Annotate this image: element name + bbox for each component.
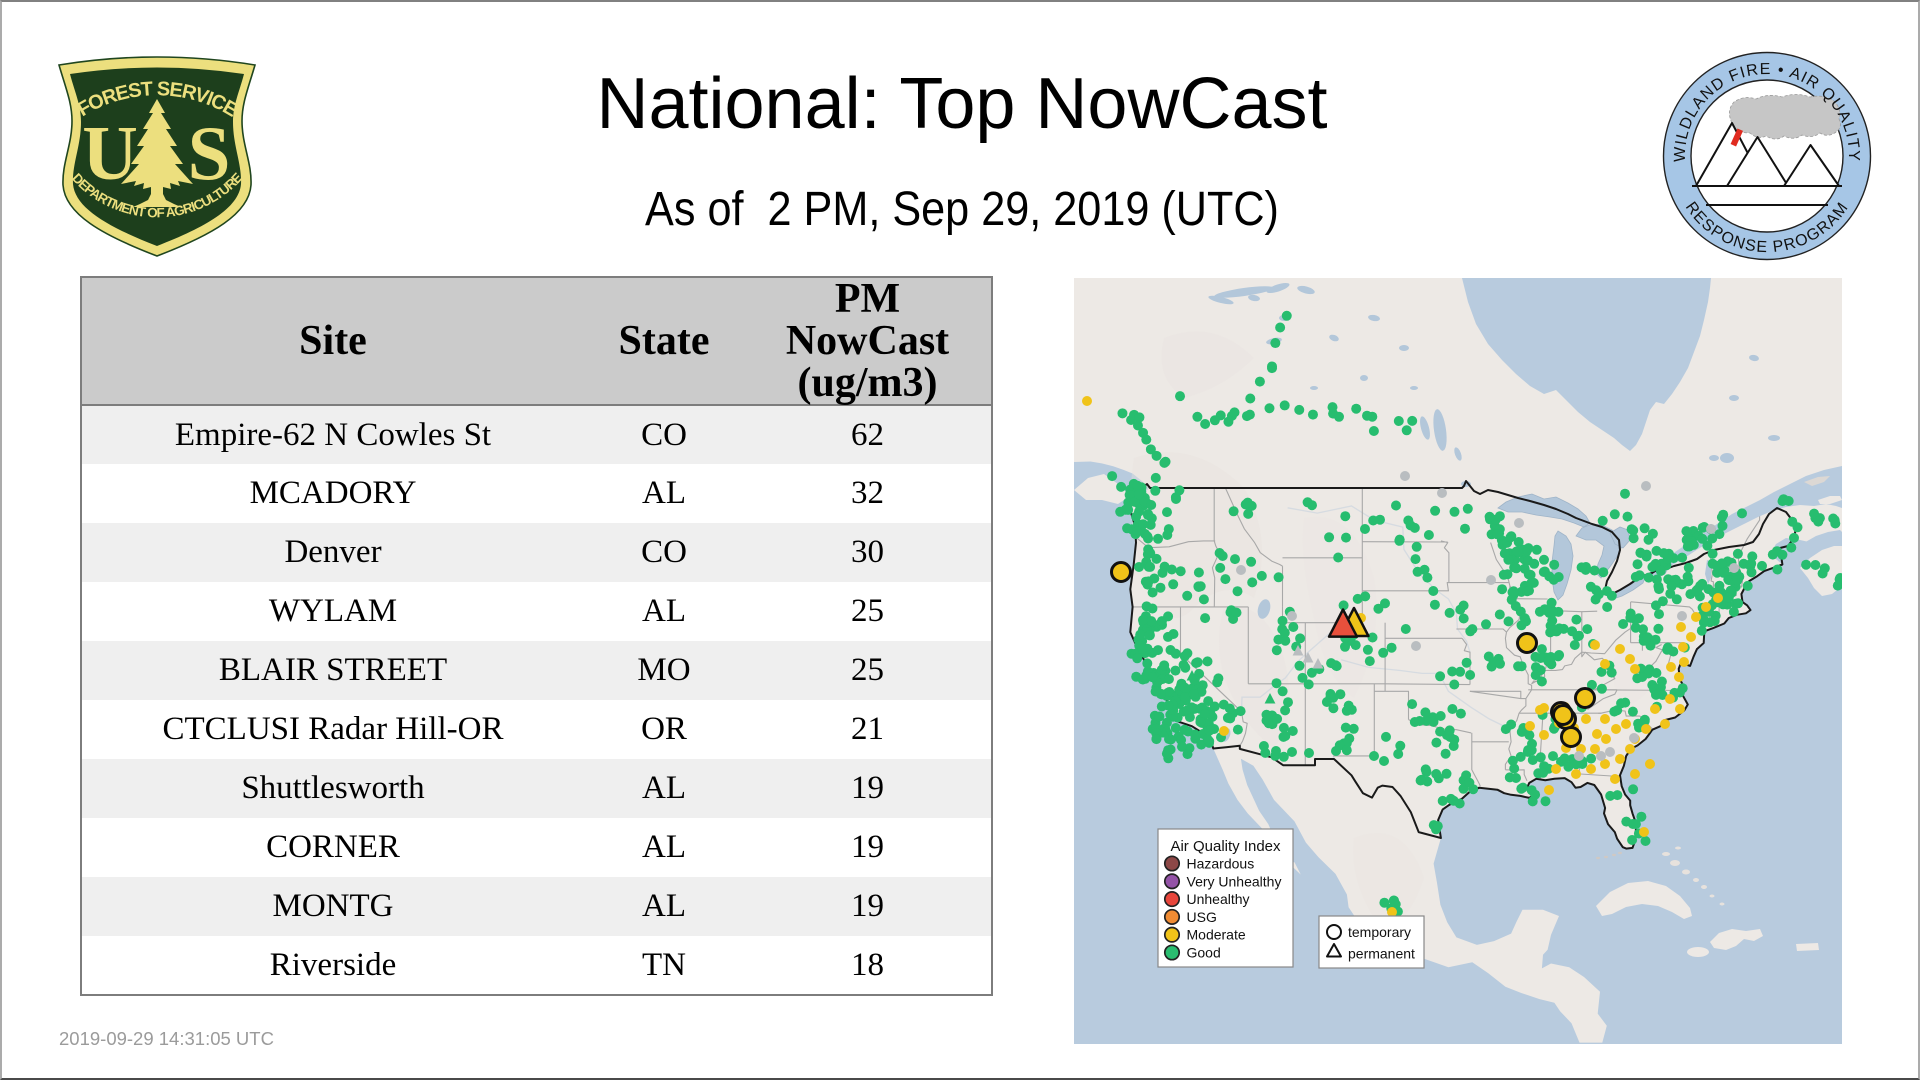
svg-text:S: S (188, 110, 231, 196)
svg-text:Good: Good (1187, 945, 1221, 961)
svg-text:temporary: temporary (1348, 924, 1411, 940)
svg-text:Hazardous: Hazardous (1187, 856, 1255, 872)
svg-text:Moderate: Moderate (1187, 927, 1246, 943)
svg-text:Very Unhealthy: Very Unhealthy (1187, 873, 1282, 889)
svg-text:Unhealthy: Unhealthy (1187, 891, 1250, 907)
svg-text:USG: USG (1187, 909, 1217, 925)
svg-text:Air Quality Index: Air Quality Index (1170, 838, 1281, 855)
svg-text:permanent: permanent (1348, 946, 1415, 962)
